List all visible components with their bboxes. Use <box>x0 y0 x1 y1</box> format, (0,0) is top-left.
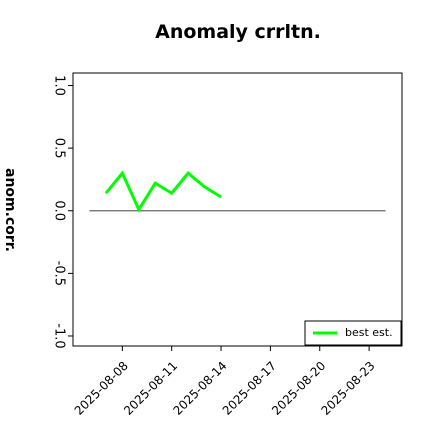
y-axis-label: anom.corr. <box>2 168 18 252</box>
y-tick-label: -1.0 <box>52 323 67 348</box>
data-line <box>104 170 222 213</box>
y-tick-label: 0.0 <box>52 200 67 221</box>
plot-area <box>72 72 403 347</box>
legend-label: best est. <box>345 326 393 339</box>
y-tick-label: -0.5 <box>52 261 67 286</box>
y-tick-label: 0.5 <box>52 138 67 159</box>
chart-title: Anomaly crrltn. <box>155 21 321 43</box>
legend: best est. <box>304 320 402 346</box>
x-tick-label: 2025-08-23 <box>318 359 377 418</box>
y-tick-label: 1.0 <box>52 75 67 96</box>
